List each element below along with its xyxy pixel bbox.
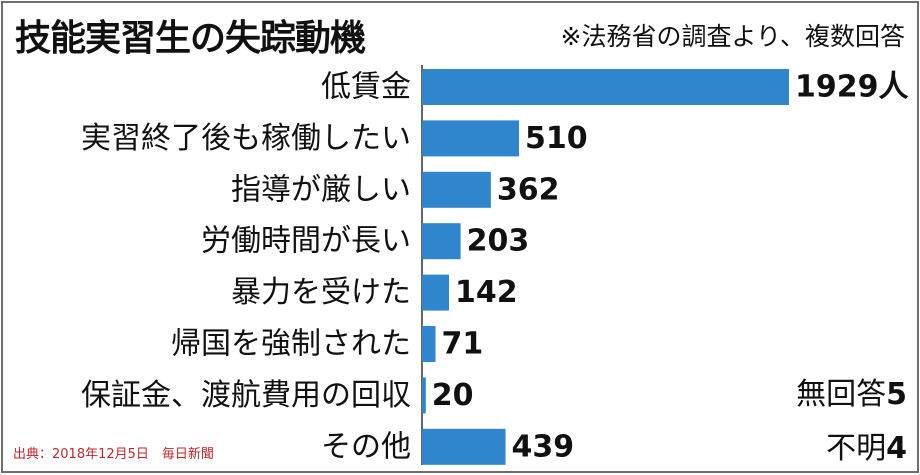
bar-5 <box>422 326 436 362</box>
value-label-6: 20 <box>432 378 474 413</box>
no-answer-label: 無回答 <box>796 377 887 412</box>
bar-1 <box>422 120 520 157</box>
category-label-7: その他 <box>321 429 411 464</box>
bar-6 <box>422 377 426 414</box>
category-label-2: 指導が厳しい <box>231 172 411 207</box>
unknown-label: 不明 <box>826 431 887 466</box>
value-label-2: 362 <box>497 172 560 207</box>
bar-4 <box>422 274 450 311</box>
category-label-0: 低賃金 <box>321 70 411 105</box>
survey-note: ※法務省の調査より、複数回答 <box>560 22 905 51</box>
category-label-6: 保証金、渡航費用の回収 <box>81 378 411 413</box>
value-label-0: 1929人 <box>795 70 909 105</box>
source-credit: 出典：2018年12月5日 毎日新聞 <box>13 447 214 462</box>
unknown-note: 不明4 <box>826 423 907 467</box>
value-label-4: 142 <box>455 275 518 310</box>
category-label-5: 帰国を強制された <box>171 327 411 362</box>
bar-3 <box>422 223 461 260</box>
category-label-3: 労働時間が長い <box>201 224 411 259</box>
no-answer-value: 5 <box>886 377 907 412</box>
bar-7 <box>422 428 506 465</box>
value-label-5: 71 <box>442 327 484 362</box>
bar-2 <box>422 171 491 208</box>
value-label-7: 439 <box>512 429 575 464</box>
no-answer-note: 無回答5 <box>796 369 907 413</box>
bar-0 <box>422 69 789 105</box>
unknown-value: 4 <box>886 431 907 466</box>
value-label-3: 203 <box>467 224 530 259</box>
category-label-4: 暴力を受けた <box>231 275 411 310</box>
chart-title: 技能実習生の失踪動機 <box>15 18 366 59</box>
value-label-1: 510 <box>525 121 588 156</box>
category-label-1: 実習終了後も稼働したい <box>81 121 411 156</box>
